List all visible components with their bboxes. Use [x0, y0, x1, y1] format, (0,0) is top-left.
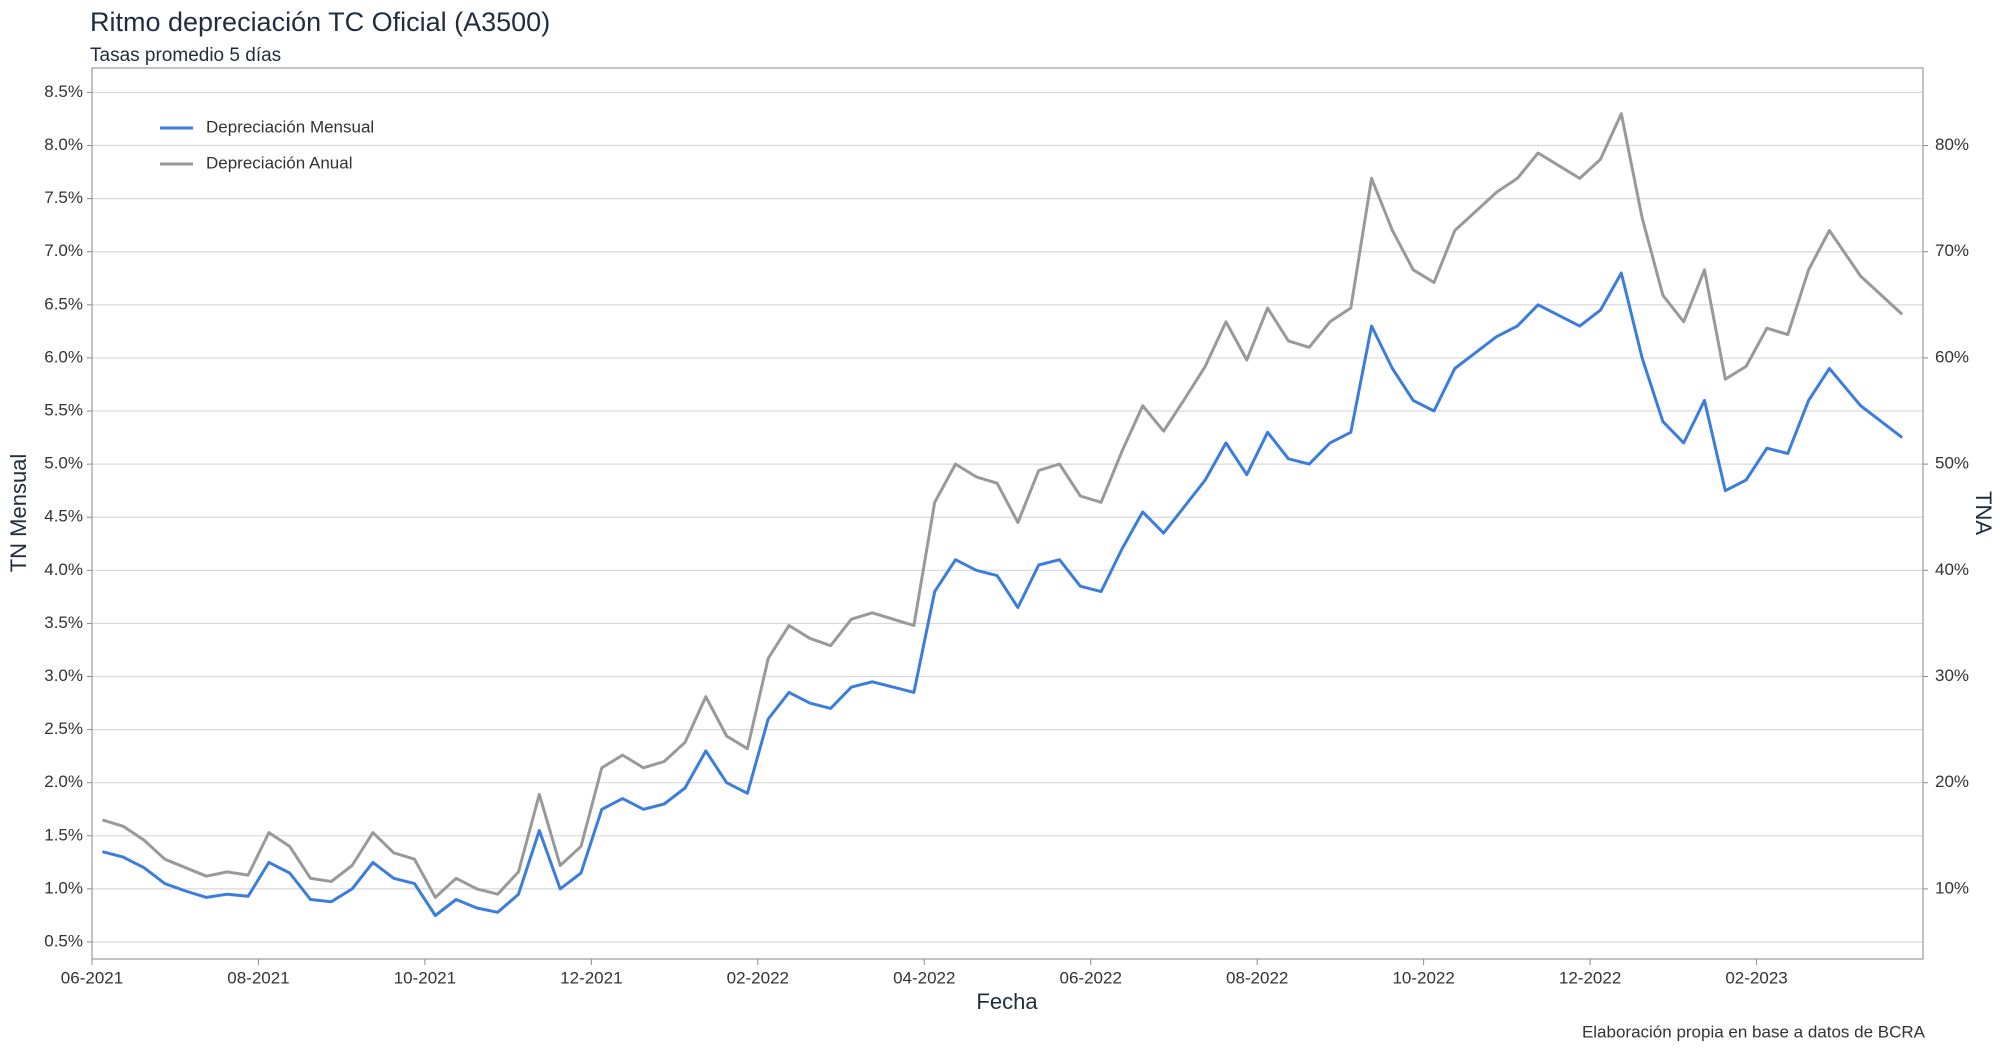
- series-line: [101, 112, 1904, 899]
- y-tick-label: 8.0%: [44, 135, 83, 154]
- y-tick-label: 6.5%: [44, 294, 83, 313]
- plot-border: [91, 67, 1924, 960]
- x-tick-label: 08-2021: [227, 968, 289, 987]
- y2-tick-label: 10%: [1935, 878, 1969, 897]
- y-tick-label: 4.5%: [44, 507, 83, 526]
- x-tick-label: 10-2022: [1392, 968, 1454, 987]
- x-tick-label: 12-2022: [1559, 968, 1621, 987]
- y2-tick-label: 30%: [1935, 666, 1969, 685]
- y-tick-label: 4.0%: [44, 560, 83, 579]
- y-tick-label: 2.0%: [44, 772, 83, 791]
- x-tick-label: 04-2022: [893, 968, 955, 987]
- x-tick-label: 02-2023: [1725, 968, 1787, 987]
- y-tick-label: 7.5%: [44, 188, 83, 207]
- y2-tick-label: 20%: [1935, 772, 1969, 791]
- y-tick-label: 6.0%: [44, 347, 83, 366]
- y-tick-label: 1.5%: [44, 825, 83, 844]
- legend-label: Depreciación Mensual: [206, 117, 374, 136]
- x-tick-label: 08-2022: [1226, 968, 1288, 987]
- x-tick-label: 10-2021: [394, 968, 456, 987]
- x-tick-label: 12-2021: [560, 968, 622, 987]
- legend-label: Depreciación Anual: [206, 153, 352, 172]
- x-tick-label: 02-2022: [727, 968, 789, 987]
- y-tick-label: 0.5%: [44, 931, 83, 950]
- series-line: [102, 271, 1904, 917]
- caption: Elaboración propia en base a datos de BC…: [1582, 1022, 1926, 1041]
- y2-tick-label: 80%: [1935, 135, 1969, 154]
- y2-tick-label: 40%: [1935, 560, 1969, 579]
- y2-axis-title: TNA: [1971, 491, 1996, 535]
- y-axis-title: TN Mensual: [6, 454, 31, 573]
- y-tick-label: 7.0%: [44, 241, 83, 260]
- y2-tick-label: 60%: [1935, 347, 1969, 366]
- x-tick-label: 06-2021: [61, 968, 123, 987]
- y-tick-label: 5.5%: [44, 401, 83, 420]
- chart-title: Ritmo depreciación TC Oficial (A3500): [90, 7, 550, 37]
- y-tick-label: 2.5%: [44, 719, 83, 738]
- x-tick-label: 06-2022: [1060, 968, 1122, 987]
- y-tick-label: 5.0%: [44, 454, 83, 473]
- y-tick-label: 3.5%: [44, 613, 83, 632]
- y2-tick-label: 50%: [1935, 454, 1969, 473]
- x-axis-title: Fecha: [976, 989, 1038, 1014]
- y-tick-label: 1.0%: [44, 878, 83, 897]
- chart-subtitle: Tasas promedio 5 días: [90, 45, 281, 66]
- y2-tick-label: 70%: [1935, 241, 1969, 260]
- y-tick-label: 8.5%: [44, 82, 83, 101]
- y-tick-label: 3.0%: [44, 666, 83, 685]
